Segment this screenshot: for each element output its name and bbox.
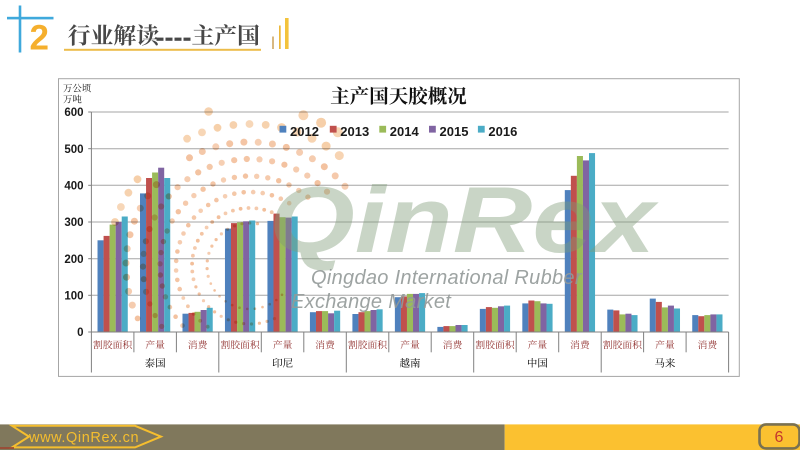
svg-text:200: 200 xyxy=(64,254,83,266)
svg-text:2012: 2012 xyxy=(290,124,319,139)
svg-text:www.QinRex.cn: www.QinRex.cn xyxy=(28,430,139,446)
svg-text:300: 300 xyxy=(64,217,83,229)
svg-text:600: 600 xyxy=(64,107,83,119)
svg-text:QinRex: QinRex xyxy=(269,167,659,272)
svg-text:100: 100 xyxy=(64,291,83,303)
svg-text:2016: 2016 xyxy=(488,124,517,139)
svg-text:2013: 2013 xyxy=(340,124,369,139)
svg-text:Exchange Market: Exchange Market xyxy=(291,291,452,313)
svg-text:0: 0 xyxy=(77,327,83,339)
svg-text:6: 6 xyxy=(775,429,784,446)
svg-text:2014: 2014 xyxy=(390,124,420,139)
svg-text:500: 500 xyxy=(64,144,83,156)
svg-text:400: 400 xyxy=(64,181,83,193)
svg-text:Qingdao International Rubber: Qingdao International Rubber xyxy=(311,267,583,289)
svg-text:2: 2 xyxy=(30,19,49,58)
svg-text:2015: 2015 xyxy=(440,124,469,139)
